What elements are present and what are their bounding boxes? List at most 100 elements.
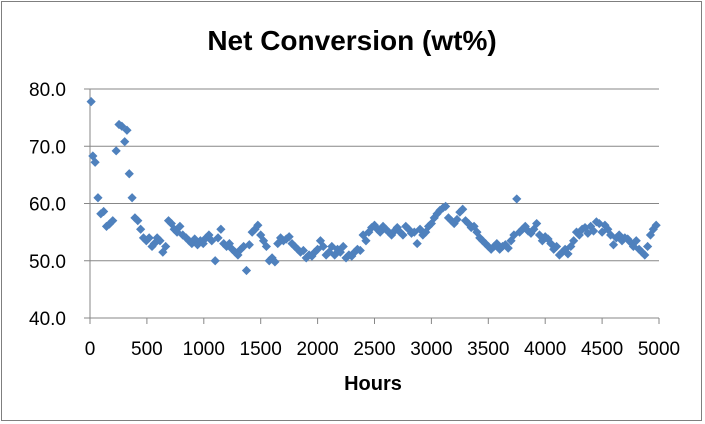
data-point — [267, 253, 277, 263]
x-tick-label: 0 — [85, 339, 96, 360]
data-point — [355, 245, 365, 256]
y-tick-label: 60.0 — [29, 195, 66, 216]
data-point — [318, 241, 328, 252]
data-point — [88, 151, 98, 161]
data-point — [398, 230, 408, 240]
data-point — [651, 220, 661, 230]
x-tick-label: 2500 — [353, 339, 395, 360]
x-axis-label: Hours — [344, 373, 402, 395]
y-tick-label: 50.0 — [29, 252, 66, 273]
data-point — [483, 241, 493, 252]
data-point — [489, 241, 499, 252]
data-point — [412, 238, 422, 249]
data-point — [99, 206, 109, 217]
data-point — [298, 245, 308, 256]
data-point — [563, 249, 573, 259]
x-tick-label: 3500 — [467, 339, 509, 360]
data-points — [86, 96, 661, 276]
data-point — [503, 243, 513, 253]
data-point — [449, 218, 459, 229]
data-point — [588, 226, 599, 236]
x-tick-label: 2000 — [296, 339, 338, 360]
data-point — [144, 233, 154, 243]
data-point — [378, 221, 388, 231]
data-point — [537, 236, 547, 246]
data-point — [313, 244, 323, 254]
data-point — [514, 227, 525, 237]
data-point — [625, 237, 636, 248]
data-point — [566, 241, 576, 252]
gridlines — [90, 88, 659, 262]
data-point — [136, 224, 146, 234]
data-point — [284, 232, 294, 242]
data-point — [372, 224, 382, 234]
data-point — [307, 251, 317, 261]
data-point — [120, 137, 130, 147]
data-point — [455, 207, 465, 217]
data-point — [124, 169, 134, 179]
x-tick-label: 500 — [131, 339, 163, 360]
data-point — [161, 241, 171, 252]
data-point — [133, 216, 143, 226]
data-point — [458, 204, 468, 214]
data-point — [155, 236, 165, 246]
x-tick-label: 4000 — [524, 339, 566, 360]
x-tick-label: 1000 — [183, 339, 225, 360]
data-point — [637, 247, 647, 257]
axes — [84, 88, 660, 324]
data-point — [586, 221, 596, 231]
data-point — [361, 236, 371, 246]
data-point — [127, 193, 137, 203]
data-point — [111, 146, 121, 156]
data-point — [452, 214, 462, 225]
data-point — [244, 240, 254, 250]
data-point — [108, 216, 118, 226]
data-point — [608, 240, 619, 250]
data-point — [276, 233, 286, 243]
x-tick-label: 3000 — [410, 339, 452, 360]
data-point — [443, 213, 454, 223]
data-point — [338, 241, 348, 252]
data-point — [241, 265, 252, 276]
data-point — [460, 216, 471, 226]
data-point — [341, 253, 351, 263]
data-point — [532, 218, 542, 229]
data-point — [614, 230, 624, 240]
data-point — [349, 247, 360, 257]
data-point — [597, 227, 607, 237]
data-point — [90, 157, 100, 167]
data-point — [247, 227, 257, 237]
data-point — [213, 233, 223, 243]
data-point — [631, 236, 641, 246]
data-point — [478, 236, 488, 246]
x-tick-label: 4500 — [581, 339, 623, 360]
data-point — [384, 227, 394, 237]
data-point — [175, 221, 185, 231]
data-point — [216, 224, 226, 234]
x-tick-label: 1500 — [240, 339, 282, 360]
data-point — [290, 241, 300, 252]
data-point — [520, 221, 530, 231]
data-point — [261, 241, 271, 252]
data-point — [512, 194, 522, 204]
x-tick-labels: 0 500 1000 1500 2000 2500 3000 3500 4000 4500 5000 — [85, 339, 680, 360]
data-point — [253, 220, 263, 230]
data-point — [543, 234, 553, 244]
y-tick-label: 70.0 — [29, 137, 66, 158]
y-tick-label: 80.0 — [29, 80, 66, 101]
chart-title: Net Conversion (wt%) — [207, 25, 496, 56]
data-point — [509, 230, 519, 240]
data-point — [480, 238, 491, 249]
data-point — [421, 227, 431, 237]
data-point — [441, 201, 451, 211]
data-point — [486, 244, 496, 254]
y-tick-label: 40.0 — [29, 309, 66, 330]
data-point — [432, 209, 442, 219]
data-point — [122, 125, 132, 135]
data-point — [389, 226, 400, 236]
data-point — [549, 244, 559, 254]
data-point — [569, 236, 579, 246]
data-point — [560, 244, 570, 254]
